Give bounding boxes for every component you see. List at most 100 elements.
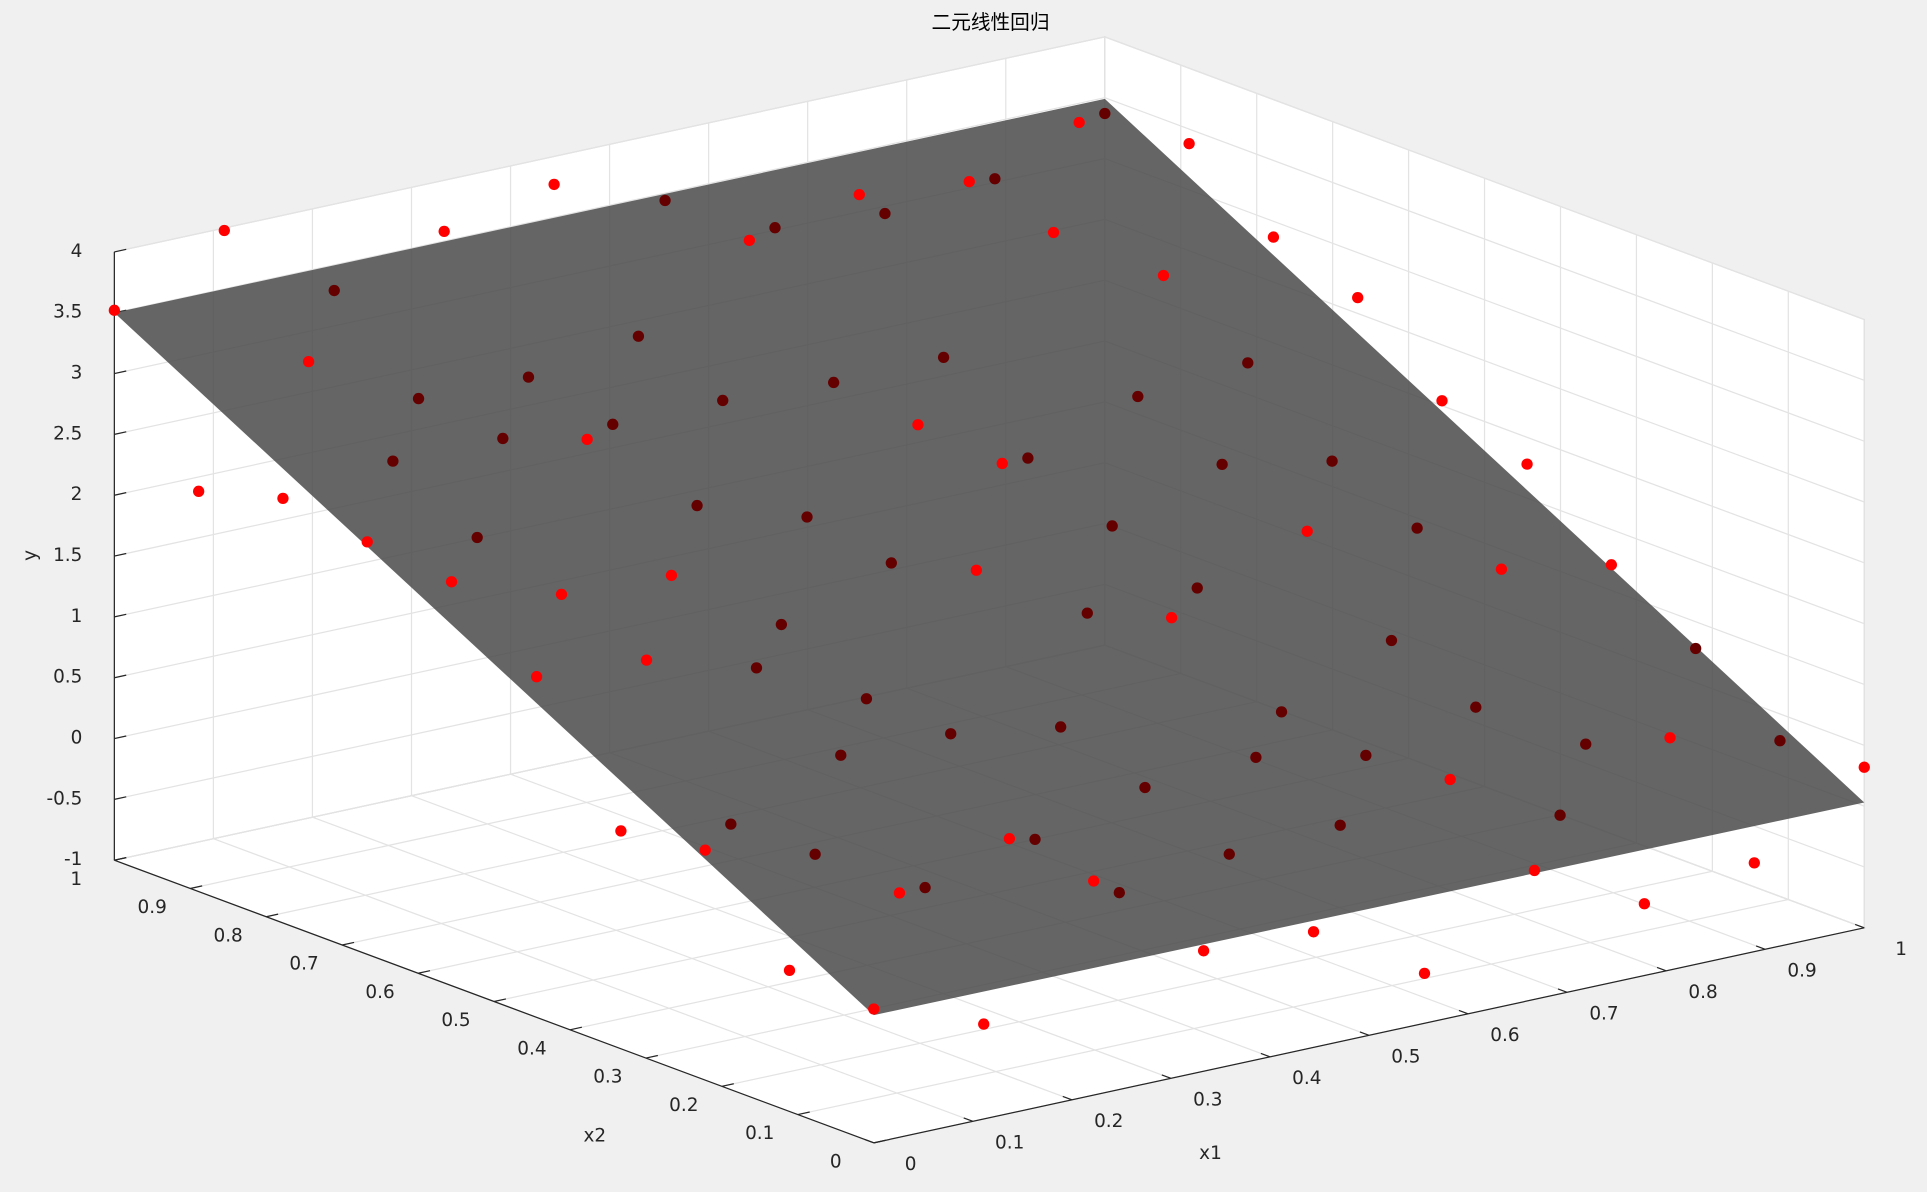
data-point	[868, 1003, 880, 1015]
y-tick	[114, 248, 127, 253]
y-tick-label: 1.5	[53, 545, 82, 566]
data-point	[1132, 390, 1144, 403]
data-point	[879, 207, 891, 220]
x2-axis-label: x2	[584, 1126, 607, 1147]
x1-tick-label: 0.3	[1193, 1089, 1222, 1110]
data-point	[860, 693, 873, 705]
data-point	[108, 304, 121, 316]
x1-tick	[1458, 1009, 1469, 1015]
data-point	[1326, 455, 1338, 467]
y-tick-label: 2	[71, 484, 83, 505]
x1-tick	[963, 1117, 974, 1122]
data-point	[1748, 857, 1760, 869]
x2-tick-label: 0.8	[213, 925, 242, 946]
data-point	[361, 536, 373, 548]
data-point	[632, 330, 645, 342]
data-point	[1470, 701, 1482, 713]
data-point	[691, 499, 703, 512]
y-tick-label: 1	[71, 606, 83, 627]
data-point	[937, 351, 950, 364]
x1-tick	[1755, 945, 1766, 950]
y-tick	[114, 613, 127, 618]
x1-tick	[1161, 1074, 1172, 1079]
x1-tick-label: 0.4	[1292, 1068, 1321, 1089]
x1-tick-label: 0	[905, 1154, 917, 1175]
x2-tick	[569, 1026, 583, 1031]
data-point	[970, 564, 983, 576]
data-point	[1113, 887, 1125, 899]
grid-line	[1104, 36, 1865, 321]
data-point	[1638, 898, 1651, 910]
y-tick-label: 4	[71, 241, 83, 262]
data-point	[438, 225, 450, 238]
y-tick-label: 3.5	[53, 302, 82, 323]
data-point	[328, 284, 340, 297]
data-point	[1055, 721, 1067, 733]
data-point	[717, 394, 729, 407]
data-point	[978, 1018, 990, 1030]
y-tick	[114, 552, 127, 557]
data-point	[769, 222, 781, 234]
x1-tick	[1062, 1095, 1073, 1101]
x2-axis-line	[114, 859, 875, 1144]
data-point	[615, 825, 627, 837]
data-point	[835, 749, 847, 761]
x2-tick-label: 0.9	[138, 897, 167, 918]
data-point	[1022, 452, 1034, 464]
x2-tick	[417, 970, 431, 974]
x2-tick	[797, 1111, 810, 1116]
data-point	[919, 881, 931, 894]
data-point	[471, 531, 483, 544]
x1-tick-label: 0.2	[1094, 1111, 1123, 1132]
data-point	[1088, 875, 1100, 887]
y-tick-label: -0.5	[46, 788, 82, 809]
points-above	[108, 116, 1870, 1030]
data-point	[1444, 773, 1456, 786]
y-axis-label: y	[20, 550, 41, 561]
x2-tick	[342, 941, 355, 946]
data-point	[699, 844, 711, 856]
data-point	[218, 224, 230, 237]
x1-tick-label: 0.5	[1391, 1046, 1420, 1067]
x2-tick	[721, 1083, 734, 1087]
data-point	[1664, 732, 1676, 744]
data-point	[1157, 269, 1170, 282]
y-tick	[114, 857, 127, 861]
x2-tick-label: 0.6	[365, 982, 394, 1003]
x1-axis-line	[873, 927, 1865, 1144]
data-point	[1774, 735, 1786, 747]
y-tick	[114, 796, 127, 800]
y-tick	[114, 735, 127, 740]
data-point	[530, 671, 543, 683]
data-point	[1858, 761, 1870, 773]
x2-tick-label: 0.4	[517, 1038, 546, 1059]
x1-tick-label: 0.1	[995, 1132, 1024, 1153]
grid-line	[797, 898, 1789, 1116]
y-tick-label: 0.5	[53, 667, 82, 688]
x1-tick-label: 0.6	[1490, 1025, 1519, 1046]
data-point	[912, 419, 924, 431]
data-point	[581, 433, 593, 446]
data-point	[893, 887, 906, 899]
data-point	[1411, 522, 1423, 534]
x2-tick-label: 0	[830, 1152, 842, 1173]
data-point	[665, 569, 678, 582]
data-point	[1301, 525, 1313, 537]
chart-title: 二元线性回归	[932, 11, 1050, 34]
data-point	[193, 485, 205, 497]
data-point	[1275, 706, 1288, 718]
data-point	[1223, 848, 1235, 860]
data-point	[1047, 226, 1060, 239]
data-point	[1495, 563, 1508, 575]
data-point	[640, 654, 653, 666]
x1-tick	[1359, 1031, 1370, 1036]
data-point	[783, 964, 796, 977]
data-point	[1165, 612, 1178, 624]
data-point	[1250, 751, 1262, 764]
x1-tick-label: 0.9	[1787, 960, 1816, 981]
data-point	[1528, 864, 1541, 877]
data-point	[827, 376, 840, 389]
data-point	[801, 511, 813, 523]
